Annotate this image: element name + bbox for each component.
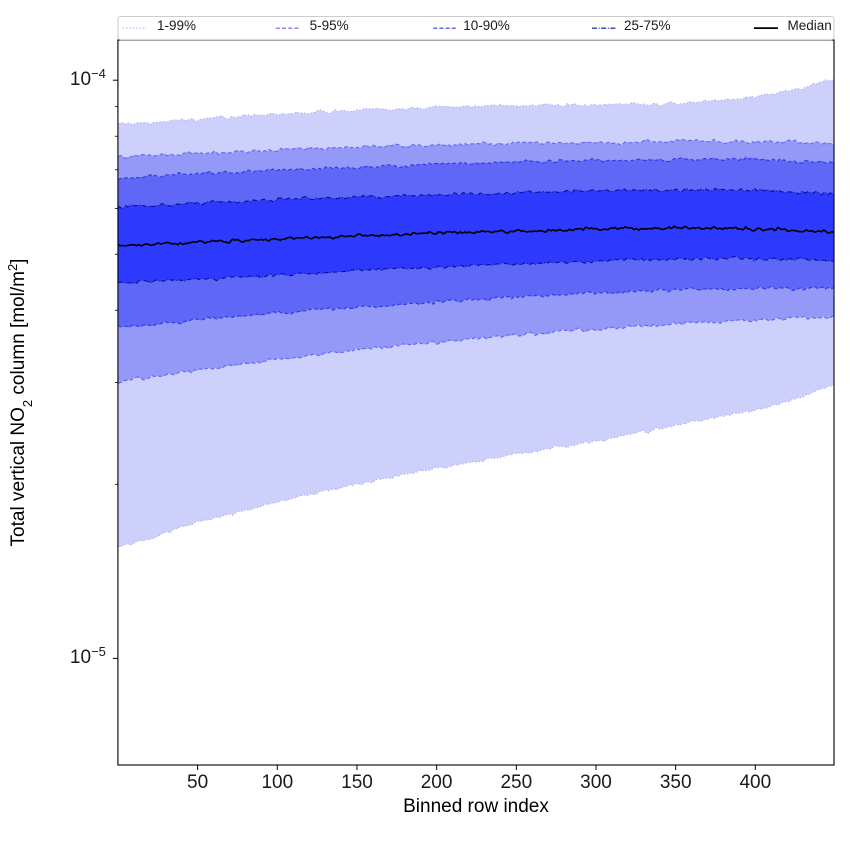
svg-text:Total vertical NO2 column [mol: Total vertical NO2 column [mol/m2]: [5, 259, 35, 547]
